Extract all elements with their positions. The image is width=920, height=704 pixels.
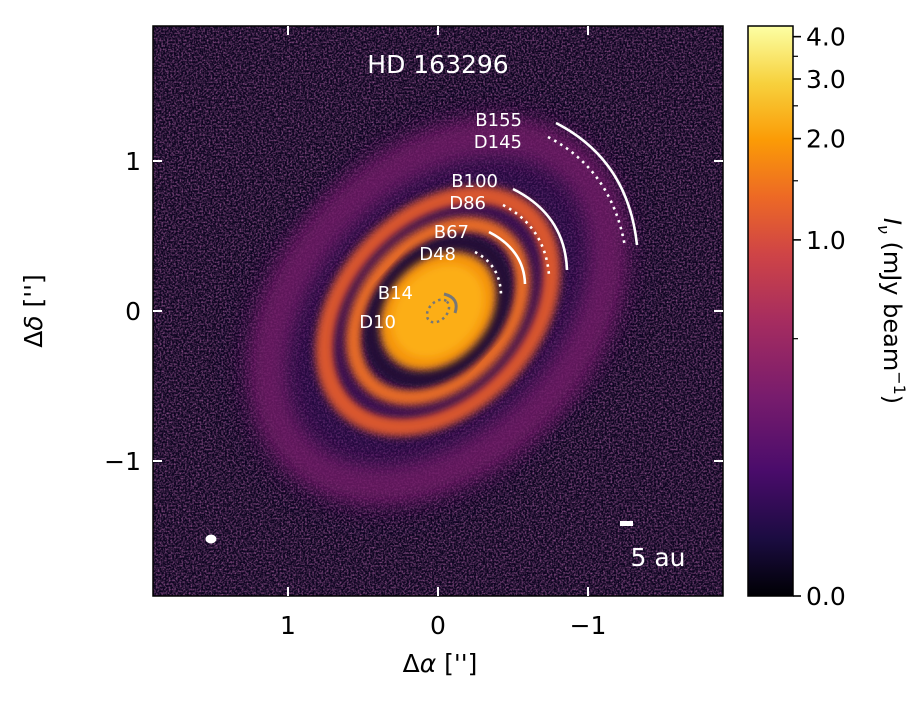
feature-label-d86: D86	[449, 193, 486, 214]
colorbar-tick-label: 3.0	[806, 65, 846, 94]
scale-bar	[620, 521, 633, 526]
y-tick-label: 1	[125, 147, 141, 176]
colorbar-tick-label: 1.0	[806, 226, 846, 255]
feature-label-b14: B14	[378, 283, 413, 304]
x-tick-label: −1	[570, 611, 607, 640]
feature-label-b100: B100	[451, 171, 498, 192]
outer-ring-glow	[247, 116, 629, 506]
feature-arcs	[425, 121, 639, 324]
disk-emission	[247, 116, 629, 506]
feature-label-d10: D10	[359, 312, 396, 333]
tick-labels: 1 0 −1 1 0 −1	[104, 147, 606, 640]
colorbar-tick-label: 4.0	[806, 23, 846, 52]
arc-b100	[512, 187, 569, 271]
inner-disk-core	[392, 264, 484, 358]
x-tick-label: 0	[430, 611, 446, 640]
arc-d145	[547, 135, 627, 248]
y-tick-label: −1	[104, 447, 141, 476]
scale-bar-label: 5 au	[630, 543, 685, 572]
gap-d86	[334, 204, 542, 418]
feature-labels: B155 D145 B100 D86 B67 D48 B14 D10	[359, 110, 522, 333]
chart-title: HD 163296	[367, 50, 508, 79]
feature-label-d145: D145	[474, 132, 522, 153]
colorbar: 0.0 1.0 2.0 3.0 4.0 Iν (mJy beam−1)	[747, 23, 909, 611]
feature-label-b155: B155	[475, 110, 522, 131]
colorbar-tick-label: 2.0	[806, 125, 846, 154]
x-axis-label: Δα ['']	[403, 649, 478, 678]
colorbar-ticks	[793, 35, 801, 597]
feature-label-b67: B67	[434, 222, 469, 243]
arc-b14	[443, 292, 458, 314]
colorbar-gradient	[747, 25, 794, 597]
colorbar-tick-label: 0.0	[806, 582, 846, 611]
image-panel	[152, 25, 724, 597]
ring-b67	[345, 216, 531, 406]
arc-b67	[488, 230, 527, 285]
arc-b155	[555, 121, 639, 246]
feature-label-d48: D48	[419, 244, 456, 265]
arc-d10	[425, 298, 451, 324]
y-tick-label: 0	[125, 297, 141, 326]
x-tick-label: 1	[280, 611, 296, 640]
y-axis-label: Δδ ['']	[19, 274, 48, 348]
colorbar-label: Iν (mJy beam−1)	[874, 218, 909, 404]
tick-marks	[153, 26, 723, 596]
ring-b100	[315, 185, 561, 437]
colorbar-tick-labels: 0.0 1.0 2.0 3.0 4.0	[806, 23, 846, 611]
arc-d86	[502, 203, 551, 276]
gap-d48	[364, 235, 512, 387]
beam-ellipse	[205, 534, 217, 544]
